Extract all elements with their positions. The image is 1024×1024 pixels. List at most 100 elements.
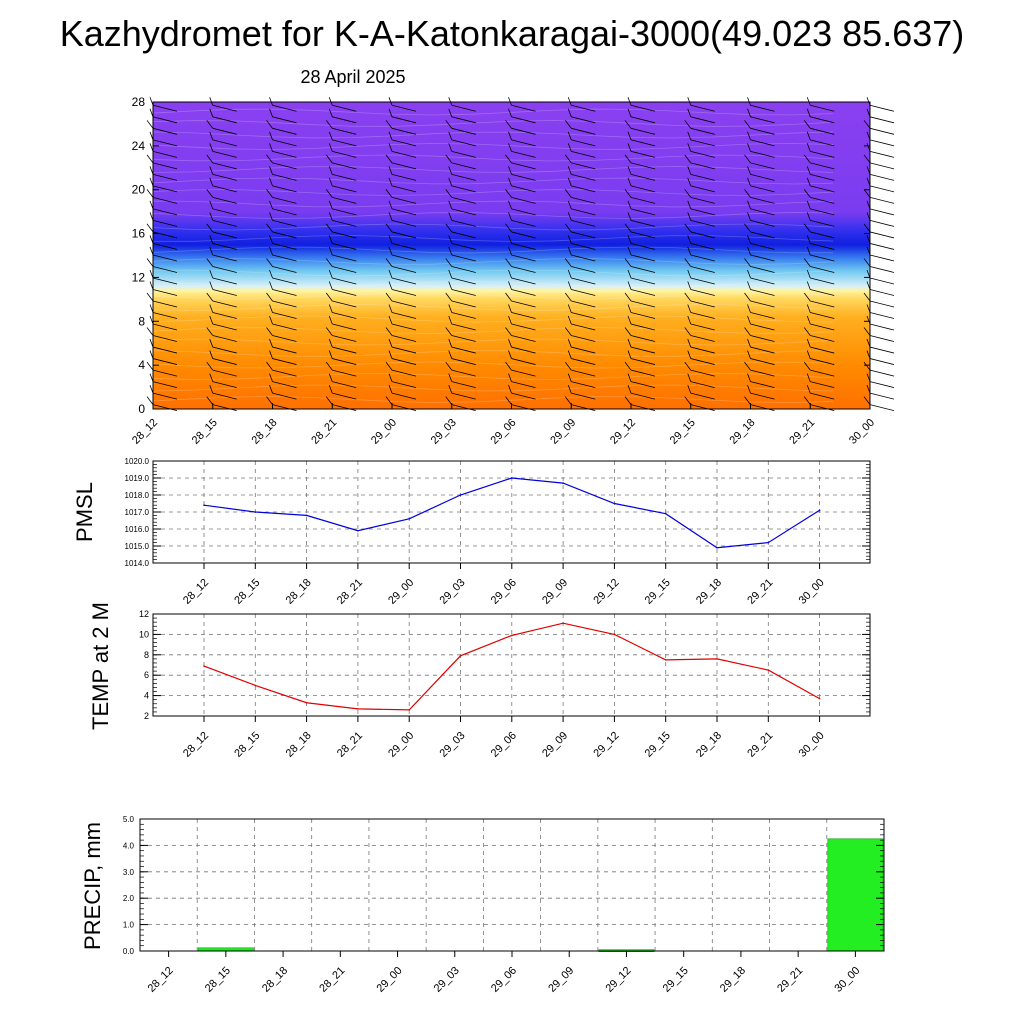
wind-barb	[152, 300, 178, 308]
wind-barb	[212, 404, 237, 412]
wind-barb	[152, 116, 178, 124]
wind-barb	[511, 150, 536, 158]
wind-barb	[388, 166, 393, 175]
cs-x-tick-label: 28_15	[190, 417, 220, 447]
wind-barb	[385, 327, 393, 336]
wind-barb	[806, 269, 811, 279]
wind-barb	[750, 392, 775, 400]
wind-barb	[328, 131, 333, 140]
wind-barb	[391, 197, 417, 204]
contour-line	[152, 108, 834, 116]
wind-barb	[690, 139, 715, 147]
x-tick-label: 29_03	[438, 577, 468, 607]
wind-barb	[272, 139, 297, 147]
wind-barb	[803, 361, 811, 371]
wind-barb	[209, 143, 214, 152]
wind-barb	[328, 281, 333, 290]
wind-barb	[627, 200, 632, 210]
cs-y-tick-label: 24	[132, 139, 146, 153]
cs-x-tick-label: 29_03	[429, 417, 459, 447]
wind-barb	[747, 304, 751, 313]
wind-barb	[571, 300, 596, 308]
wind-barb	[445, 361, 453, 371]
x-tick-label: 29_12	[591, 730, 621, 760]
temp-panel: TEMP at 2 M 2 4 6 8 10 12 28_12 28_15 28_18 28_21…	[88, 602, 871, 760]
wind-barb	[687, 131, 692, 140]
wind-barb	[508, 315, 512, 325]
wind-barb	[508, 200, 512, 210]
wind-barb	[209, 281, 214, 290]
wind-barb	[212, 220, 237, 227]
wind-barb	[388, 246, 393, 256]
wind-barb	[325, 396, 333, 405]
wind-barb	[206, 327, 214, 336]
wind-barb	[810, 173, 835, 181]
contour-line	[152, 189, 834, 196]
wind-barb	[212, 208, 237, 216]
wind-barb	[391, 150, 417, 158]
wind-barb	[212, 197, 237, 204]
wind-barb	[445, 223, 453, 233]
wind-barb	[448, 384, 453, 394]
pmsl-point	[511, 477, 513, 479]
wind-barb	[266, 189, 273, 198]
wind-barb	[630, 300, 656, 308]
temp-point	[767, 669, 770, 671]
wind-barb	[391, 173, 417, 181]
x-tick-label: 29_06	[489, 577, 519, 607]
y-tick-label: 6	[144, 670, 149, 680]
wind-barb	[391, 312, 417, 319]
wind-barb	[564, 327, 572, 336]
wind-barb	[209, 350, 214, 359]
wind-barb	[388, 384, 393, 394]
wind-barb	[451, 300, 476, 308]
wind-barb	[332, 197, 357, 204]
contour-line	[152, 373, 834, 380]
wind-barb	[451, 323, 476, 331]
wind-barb	[451, 277, 476, 285]
wind-barb	[451, 162, 476, 170]
wind-barb	[690, 127, 715, 135]
wind-barb	[209, 108, 214, 117]
wind-barb	[624, 258, 632, 267]
wind-barb	[750, 243, 775, 250]
wind-barb	[567, 350, 572, 359]
wind-barb	[206, 120, 214, 129]
wind-barb	[508, 131, 512, 140]
wind-barb	[332, 300, 357, 308]
wind-barb	[750, 254, 775, 262]
wind-barb	[391, 392, 417, 400]
wind-barb	[325, 120, 333, 129]
y-tick-label: 1015.0	[125, 542, 150, 551]
wind-barb	[687, 97, 692, 106]
wind-barb	[810, 139, 835, 147]
wind-barb	[684, 154, 692, 164]
temp-point	[664, 659, 667, 661]
page-title: Kazhydromet for K-A-Katonkaragai-3000(49…	[60, 13, 965, 54]
wind-barb	[564, 258, 572, 267]
wind-barb	[332, 243, 357, 250]
wind-barb	[146, 361, 154, 371]
wind-barb	[448, 373, 453, 382]
wind-barb	[212, 392, 237, 400]
wind-barb	[511, 277, 536, 285]
wind-barb	[630, 243, 656, 250]
temp-point	[613, 633, 616, 636]
wind-barb	[325, 292, 333, 302]
wind-barb	[511, 358, 536, 365]
wind-barb	[747, 350, 751, 359]
x-tick-label: 29_09	[540, 577, 570, 607]
wind-barb	[869, 185, 895, 193]
wind-barb	[630, 346, 656, 354]
wind-barb	[511, 381, 536, 388]
wind-barb	[627, 166, 632, 175]
wind-barb	[272, 358, 297, 365]
pmsl-point	[254, 511, 257, 513]
wind-barb	[445, 327, 453, 336]
wind-barb	[448, 304, 453, 313]
y-tick-label: 1017.0	[125, 508, 150, 517]
pmsl-point	[716, 546, 718, 549]
wind-barb	[388, 304, 393, 313]
wind-barb	[266, 292, 273, 302]
wind-barb	[869, 381, 895, 388]
